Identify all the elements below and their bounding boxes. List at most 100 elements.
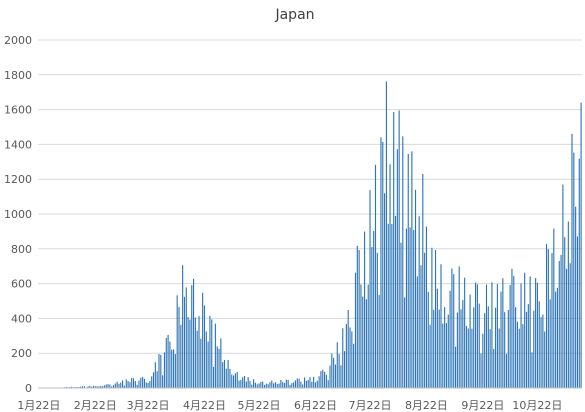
bar-10月6日	[507, 310, 509, 388]
bar-6月15日	[302, 384, 304, 388]
bar-6月17日	[305, 380, 307, 388]
x-tick-label: 1月22日	[17, 399, 60, 412]
bar-3月15日	[134, 381, 136, 388]
bar-4月24日	[207, 341, 209, 388]
bar-4月9日	[180, 324, 182, 388]
bar-10月11日	[516, 321, 518, 388]
y-tick-label: 1400	[4, 138, 32, 151]
bar-5月7日	[231, 374, 233, 388]
bar-9月9日	[458, 266, 460, 388]
bar-6月7日	[287, 379, 289, 388]
bar-7月12日	[351, 331, 353, 388]
x-tick-label: 10月22日	[512, 399, 562, 412]
x-tick-label: 5月22日	[238, 399, 281, 412]
bar-2月23日	[96, 386, 98, 388]
y-tick-label: 800	[11, 243, 32, 256]
bar-5月12日	[240, 380, 242, 388]
bar-6月21日	[313, 376, 315, 388]
bar-2月16日	[83, 386, 85, 388]
bar-3月4日	[114, 383, 116, 388]
bar-5月11日	[238, 380, 240, 388]
x-tick-label: 6月22日	[294, 399, 337, 412]
bar-9月17日	[473, 307, 475, 388]
bar-7月19日	[364, 231, 366, 388]
bar-4月23日	[205, 331, 207, 388]
x-tick-label: 8月22日	[405, 399, 448, 412]
bar-6月16日	[303, 377, 306, 388]
bar-3月8日	[122, 380, 124, 388]
y-tick-label: 1600	[4, 104, 32, 117]
bar-6月18日	[307, 380, 309, 388]
bar-3月24日	[151, 376, 153, 388]
bar-5月8日	[233, 375, 235, 388]
bar-4月22日	[203, 305, 206, 388]
bar-3月28日	[158, 354, 160, 388]
bar-3月18日	[140, 377, 142, 388]
bar-10月19日	[531, 352, 533, 388]
bar-8月17日	[416, 276, 418, 388]
bar-4月30日	[218, 348, 220, 388]
bar-8月18日	[418, 216, 420, 388]
bar-4月4日	[171, 349, 173, 388]
bar-11月12日	[575, 206, 577, 388]
x-tick-label: 9月22日	[461, 399, 504, 412]
axes: 0 200 400 600 800 1000 1200 1400 1600 1800 2000 1月2…	[4, 34, 582, 412]
bar-11月2日	[556, 287, 558, 388]
bar-7月2日	[333, 357, 335, 388]
bar-5月6日	[229, 368, 231, 388]
y-tick-label: 1800	[4, 69, 32, 82]
bar-8月28日	[436, 288, 438, 388]
bar-11月11日	[573, 152, 575, 388]
bar-7月29日	[382, 141, 384, 388]
bar-5月21日	[256, 384, 258, 388]
bar-8月31日	[442, 323, 444, 388]
bar-8月1日	[387, 223, 389, 388]
bar-11月8日	[567, 221, 569, 388]
bar-4月12日	[185, 287, 187, 388]
bar-5月25日	[263, 384, 266, 388]
bar-6月26日	[322, 369, 324, 388]
bar-6月24日	[318, 376, 320, 388]
bar-10月16日	[525, 311, 528, 388]
bar-5月5日	[227, 359, 229, 388]
bar-7月20日	[365, 299, 367, 388]
bar-2月15日	[82, 386, 84, 388]
bar-7月10日	[347, 309, 349, 388]
bar-5月1日	[220, 338, 222, 388]
y-tick-label: 400	[11, 312, 32, 325]
bar-8月24日	[429, 324, 431, 388]
bar-7月1日	[331, 353, 333, 388]
bar-4月29日	[216, 346, 218, 388]
bar-10月8日	[511, 268, 513, 388]
bar-3月5日	[116, 381, 118, 388]
bar-6月11日	[294, 380, 297, 388]
bar-8月3日	[391, 223, 393, 388]
bar-3月22日	[147, 382, 149, 388]
bar-9月1日	[444, 307, 446, 388]
bar-5月23日	[260, 381, 262, 388]
bar-9月11日	[462, 299, 464, 388]
bar-5月15日	[245, 381, 247, 388]
bar-10月13日	[520, 283, 522, 388]
x-tick-label: 7月22日	[349, 399, 392, 412]
bar-5月24日	[262, 381, 264, 388]
bar-8月6日	[396, 149, 398, 388]
bar-4月1日	[165, 337, 167, 388]
bar-9月30日	[496, 284, 498, 388]
bar-7月14日	[354, 272, 357, 388]
bar-9月27日	[491, 282, 493, 388]
bar-8月19日	[420, 265, 422, 388]
bar-3月17日	[138, 380, 140, 388]
bar-8月23日	[427, 291, 429, 388]
bar-4月13日	[187, 317, 189, 388]
bar-10月31日	[553, 228, 555, 388]
bar-5月10日	[236, 371, 238, 388]
bar-3月30日	[162, 375, 164, 388]
bar-7月3日	[334, 364, 337, 388]
bar-5月16日	[247, 377, 249, 388]
bar-2月27日	[103, 385, 105, 388]
bar-6月25日	[320, 371, 322, 388]
bar-9月22日	[482, 333, 484, 388]
x-tick-label: 4月22日	[183, 399, 226, 412]
bar-7月24日	[373, 231, 375, 388]
